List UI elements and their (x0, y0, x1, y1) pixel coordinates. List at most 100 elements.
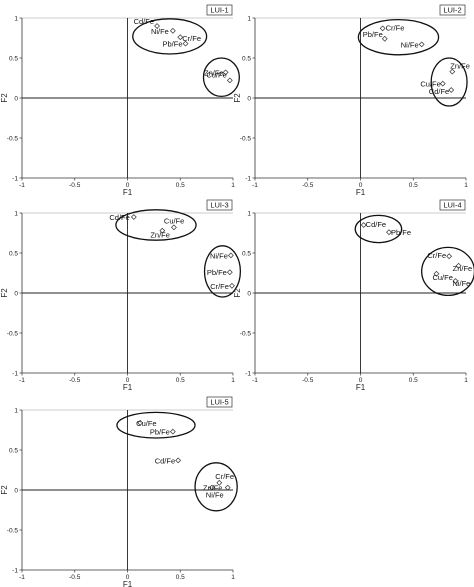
y-tick-label: 1 (247, 15, 251, 22)
y-tick-label: -0.5 (240, 330, 252, 337)
point-label: Cr/Fe (210, 282, 229, 291)
panel-title-box (439, 4, 466, 16)
point-label: Zn/Fe (204, 68, 224, 77)
data-point-cr-fe (216, 479, 223, 486)
x-tick-label: 1 (464, 377, 468, 384)
x-tick-label: -0.5 (302, 182, 314, 189)
y-tick-label: -1 (12, 175, 18, 182)
point-label: Ni/Fe (206, 491, 224, 500)
y-tick-label: -0.5 (7, 527, 19, 534)
cluster-ellipse (202, 57, 240, 98)
panel-title: LUI-4 (443, 201, 461, 210)
panel-lui-2: -1 -0.5 0 0.5 1 1 0.5 0 -0.5 -1 F1 F2 LUI-2 Cr/FePb/F… (233, 4, 470, 197)
x-tick-label: -1 (19, 574, 25, 581)
x-tick-label: -0.5 (69, 574, 81, 581)
data-point-pb-fe (182, 40, 189, 47)
cluster-ellipse (357, 18, 440, 56)
y-tick-label: 0.5 (242, 55, 251, 62)
point-label: Cr/Fe (215, 472, 234, 481)
x-tick-label: -1 (252, 377, 258, 384)
x-axis-label: F1 (356, 383, 366, 392)
point-label: Cr/Fe (427, 251, 446, 260)
x-tick-label: 0.5 (409, 182, 418, 189)
y-tick-label: 1 (14, 407, 18, 414)
data-point-cu-fe (433, 270, 440, 277)
y-tick-label: -0.5 (240, 135, 252, 142)
point-label: Ni/Fe (151, 27, 169, 36)
x-tick-label: -1 (252, 182, 258, 189)
y-axis-label: F2 (0, 288, 9, 298)
point-label: Cu/Fe (432, 273, 452, 282)
x-tick-label: 0 (126, 182, 130, 189)
y-tick-label: -1 (245, 175, 251, 182)
x-tick-label: 1 (231, 574, 235, 581)
point-label: Cd/Fe (155, 456, 175, 465)
y-tick-label: 1 (247, 210, 251, 217)
panel-title: LUI-1 (210, 6, 228, 15)
x-axis-label: F1 (123, 383, 133, 392)
panel-lui-4: -1 -0.5 0 0.5 1 1 0.5 0 -0.5 -1 F1 F2 LUI-4 Cd/Fe Pb/F… (233, 199, 474, 392)
point-label: Cu/Fe (136, 419, 156, 428)
x-tick-label: -1 (19, 377, 25, 384)
panel-title-box (206, 199, 233, 211)
x-tick-label: 1 (231, 377, 235, 384)
data-point-zn-fe (449, 68, 456, 75)
data-point-cd-fe (130, 214, 137, 220)
point-label: Cr/Fe (386, 23, 405, 32)
data-point-pb-fe (226, 269, 233, 276)
panel-lui-3: -1 -0.5 0 0.5 1 1 0.5 0 -0.5 -1 F1 F2 LUI-3 Cd/Fe Cu/F… (0, 199, 242, 392)
x-tick-label: 0 (126, 377, 130, 384)
panel-title: LUI-3 (210, 201, 228, 210)
panel-title: LUI-2 (443, 6, 461, 15)
x-tick-label: 0.5 (176, 182, 185, 189)
data-point-cr-fe (446, 253, 453, 260)
x-tick-label: 1 (464, 182, 468, 189)
y-tick-label: 0 (247, 290, 251, 297)
data-point-zn-fe (209, 484, 215, 491)
y-tick-label: 0 (14, 487, 18, 494)
panel-title-box (206, 396, 233, 408)
point-label: Ni/Fe (210, 251, 228, 260)
x-axis-label: F1 (123, 188, 133, 197)
data-point-ni-fe (418, 41, 425, 48)
y-tick-label: -1 (245, 370, 251, 377)
y-tick-label: -0.5 (7, 135, 19, 142)
panel-title-box (206, 4, 233, 16)
data-point-ni-fe (224, 484, 231, 491)
x-tick-label: -0.5 (302, 377, 314, 384)
data-point-cd-fe (448, 87, 455, 93)
y-tick-label: 0 (247, 95, 251, 102)
data-point-zn-fe (455, 262, 462, 269)
data-point-cr-fe (229, 282, 235, 289)
cluster-ellipse (115, 209, 197, 241)
data-point-ni-fe (452, 278, 459, 284)
y-tick-label: 1 (14, 210, 18, 217)
point-label: Cu/Fe (420, 80, 440, 89)
cluster-ellipse (116, 411, 196, 439)
y-axis-label: F2 (233, 93, 242, 103)
y-axis-label: F2 (0, 93, 9, 103)
y-tick-label: 0 (14, 95, 18, 102)
data-point-cu-fe (171, 224, 177, 231)
data-point-zn-fe (222, 69, 229, 76)
point-label: Cd/Fe (366, 220, 386, 229)
data-point-cd-fe (360, 222, 367, 228)
point-label: Zn/Fe (450, 62, 470, 71)
data-point-cu-fe (137, 419, 144, 426)
x-tick-label: -1 (19, 182, 25, 189)
point-label: Pb/Fe (207, 268, 227, 277)
x-tick-label: -0.5 (69, 182, 81, 189)
point-label: Pb/Fe (391, 228, 411, 237)
point-label: Zn/Fe (150, 231, 170, 240)
y-tick-label: 1 (14, 15, 18, 22)
x-tick-label: 0 (359, 377, 363, 384)
data-point-ni-fe (227, 252, 234, 259)
y-tick-label: 0 (14, 290, 18, 297)
point-label: Ni/Fe (401, 40, 419, 49)
cluster-ellipse (430, 57, 468, 107)
cluster-ellipse (132, 18, 208, 55)
y-tick-label: 0.5 (9, 250, 18, 257)
point-label: Pb/Fe (150, 428, 170, 437)
